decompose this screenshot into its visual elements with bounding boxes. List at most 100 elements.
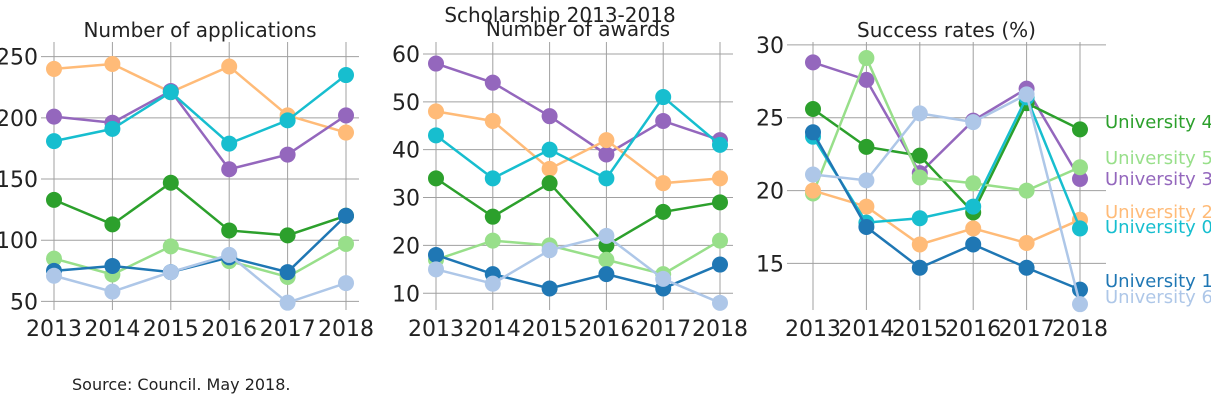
data-point-university-3 (858, 71, 875, 88)
x-tick-label: 2014 (838, 317, 894, 342)
data-point-university-5 (484, 232, 501, 249)
end-label-university-4: University 4 (1105, 112, 1211, 133)
series-line-university-3 (53, 89, 347, 171)
x-tick-label: 2013 (26, 317, 82, 342)
panel-title: Success rates (%) (857, 18, 1036, 42)
data-point-university-6 (541, 242, 558, 259)
y-tick-label: 20 (756, 180, 784, 205)
data-point-university-0 (484, 170, 501, 187)
x-tick-label: 2015 (892, 317, 948, 342)
data-point-university-6 (1072, 296, 1088, 313)
data-point-university-4 (221, 222, 238, 239)
data-point-university-0 (279, 112, 296, 129)
data-point-university-4 (279, 227, 296, 244)
data-point-university-0 (46, 133, 62, 150)
x-tick-label: 2017 (635, 317, 691, 342)
y-tick-label: 60 (392, 43, 420, 68)
data-point-university-5 (46, 250, 62, 267)
data-point-university-0 (965, 198, 982, 215)
data-point-university-4 (484, 208, 501, 225)
data-point-university-3 (1072, 170, 1088, 187)
series-line-university-4 (435, 177, 721, 247)
data-point-university-4 (805, 101, 821, 117)
y-tick-label: 25 (756, 107, 784, 132)
data-point-university-2 (858, 198, 875, 215)
source-note: Source: Council. May 2018. (72, 375, 291, 394)
y-tick-label: 200 (0, 107, 38, 132)
data-point-university-5 (712, 232, 728, 249)
end-label-university-0: University 0 (1105, 217, 1211, 238)
series-line-university-6 (53, 253, 347, 305)
y-tick-label: 100 (0, 229, 38, 254)
data-point-university-6 (712, 294, 728, 311)
data-point-university-2 (484, 112, 501, 129)
y-tick-label: 50 (392, 91, 420, 116)
data-point-university-6 (46, 267, 62, 284)
x-tick-label: 2017 (260, 317, 316, 342)
data-point-university-2 (965, 220, 982, 237)
data-point-university-0 (541, 141, 558, 158)
y-tick-label: 40 (392, 139, 420, 164)
data-point-university-1 (541, 280, 558, 297)
series-line-university-5 (811, 54, 1081, 194)
x-tick-label: 2015 (522, 317, 578, 342)
data-point-university-5 (338, 235, 354, 252)
panel-title: Number of awards (486, 17, 670, 41)
data-point-university-0 (712, 136, 728, 153)
data-point-university-6 (1018, 86, 1035, 103)
panel-applications: 2013 2014 2015 2016 2017 2018 50 100 150 200 250 Nu… (0, 18, 374, 342)
x-tick-label: 2017 (999, 317, 1055, 342)
data-point-university-3 (484, 74, 501, 91)
data-point-university-1 (279, 264, 296, 281)
data-point-university-0 (104, 120, 121, 137)
series-line-university-0 (435, 95, 721, 180)
data-point-university-6 (911, 105, 928, 122)
data-point-university-4 (911, 147, 928, 164)
series-line-university-0 (53, 74, 347, 146)
series-line-university-4 (812, 101, 1081, 215)
data-point-university-4 (428, 170, 444, 187)
data-point-university-1 (428, 246, 444, 263)
data-point-university-6 (965, 114, 982, 131)
data-point-university-2 (712, 170, 728, 187)
y-tick-label: 30 (392, 187, 420, 212)
y-tick-label: 10 (392, 282, 420, 307)
x-tick-label: 2014 (84, 317, 140, 342)
series-line-university-3 (812, 61, 1082, 180)
data-point-university-2 (598, 132, 615, 149)
data-point-university-3 (221, 161, 238, 178)
x-tick-label: 2018 (692, 317, 748, 342)
data-point-university-3 (805, 54, 821, 71)
data-point-university-4 (46, 191, 62, 208)
data-point-university-4 (655, 203, 672, 220)
data-point-university-1 (104, 257, 121, 274)
series-line-university-0 (811, 94, 1082, 229)
x-tick-label: 2015 (143, 317, 199, 342)
end-label-university-6: University 6 (1105, 287, 1211, 308)
y-tick-label: 150 (0, 168, 38, 193)
data-point-university-4 (162, 174, 179, 191)
series-line-university-2 (435, 110, 721, 185)
data-point-university-6 (279, 294, 296, 311)
data-point-university-1 (965, 236, 982, 253)
data-point-university-2 (46, 60, 62, 77)
data-point-university-6 (162, 264, 179, 281)
x-tick-label: 2016 (201, 317, 257, 342)
data-point-university-5 (1072, 159, 1088, 176)
end-label-university-2: University 2 (1105, 202, 1211, 223)
y-tick-label: 30 (756, 34, 784, 59)
panel-awards: 2013 2014 2015 2016 2017 2018 10 20 30 40 50 60 Numb… (392, 17, 748, 342)
panel-title: Number of applications (83, 18, 316, 42)
series-line-university-5 (435, 239, 721, 276)
data-point-university-1 (911, 259, 928, 276)
x-tick-label: 2018 (318, 317, 374, 342)
data-point-university-2 (805, 182, 821, 199)
data-point-university-3 (541, 108, 558, 125)
data-point-university-4 (858, 138, 875, 155)
x-tick-label: 2013 (408, 317, 464, 342)
data-point-university-3 (655, 112, 672, 129)
data-point-university-0 (598, 170, 615, 187)
data-point-university-0 (911, 210, 928, 227)
